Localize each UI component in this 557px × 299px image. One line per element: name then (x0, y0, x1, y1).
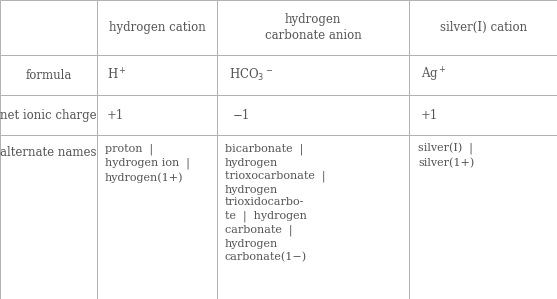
Bar (409, 0, 557, 55)
Text: Ag$^+$: Ag$^+$ (421, 66, 447, 84)
Bar (0, 95, 97, 135)
Bar (409, 135, 557, 299)
Bar (0, 0, 97, 55)
Text: hydrogen
carbonate anion: hydrogen carbonate anion (265, 13, 361, 42)
Text: formula: formula (26, 68, 72, 82)
Bar (409, 95, 557, 135)
Bar (217, 0, 409, 55)
Text: alternate names: alternate names (1, 147, 97, 159)
Text: −1: −1 (233, 109, 250, 121)
Text: HCO$_3$$^-$: HCO$_3$$^-$ (229, 67, 273, 83)
Text: +1: +1 (107, 109, 124, 121)
Bar (409, 55, 557, 95)
Bar (97, 135, 217, 299)
Text: H$^+$: H$^+$ (107, 67, 127, 83)
Bar (217, 95, 409, 135)
Text: +1: +1 (421, 109, 438, 121)
Bar (97, 0, 217, 55)
Text: silver(I)  |
silver(1+): silver(I) | silver(1+) (418, 143, 475, 168)
Bar (0, 55, 97, 95)
Text: hydrogen cation: hydrogen cation (109, 21, 206, 34)
Bar (0, 135, 97, 299)
Text: net ionic charge: net ionic charge (1, 109, 97, 121)
Text: proton  |
hydrogen ion  |
hydrogen(1+): proton | hydrogen ion | hydrogen(1+) (105, 143, 189, 183)
Bar (97, 95, 217, 135)
Text: bicarbonate  |
hydrogen
trioxocarbonate  |
hydrogen
trioxidocarbo‐
te  |  hydrog: bicarbonate | hydrogen trioxocarbonate |… (225, 143, 325, 262)
Text: silver(I) cation: silver(I) cation (439, 21, 527, 34)
Bar (217, 55, 409, 95)
Bar (217, 135, 409, 299)
Bar (97, 55, 217, 95)
